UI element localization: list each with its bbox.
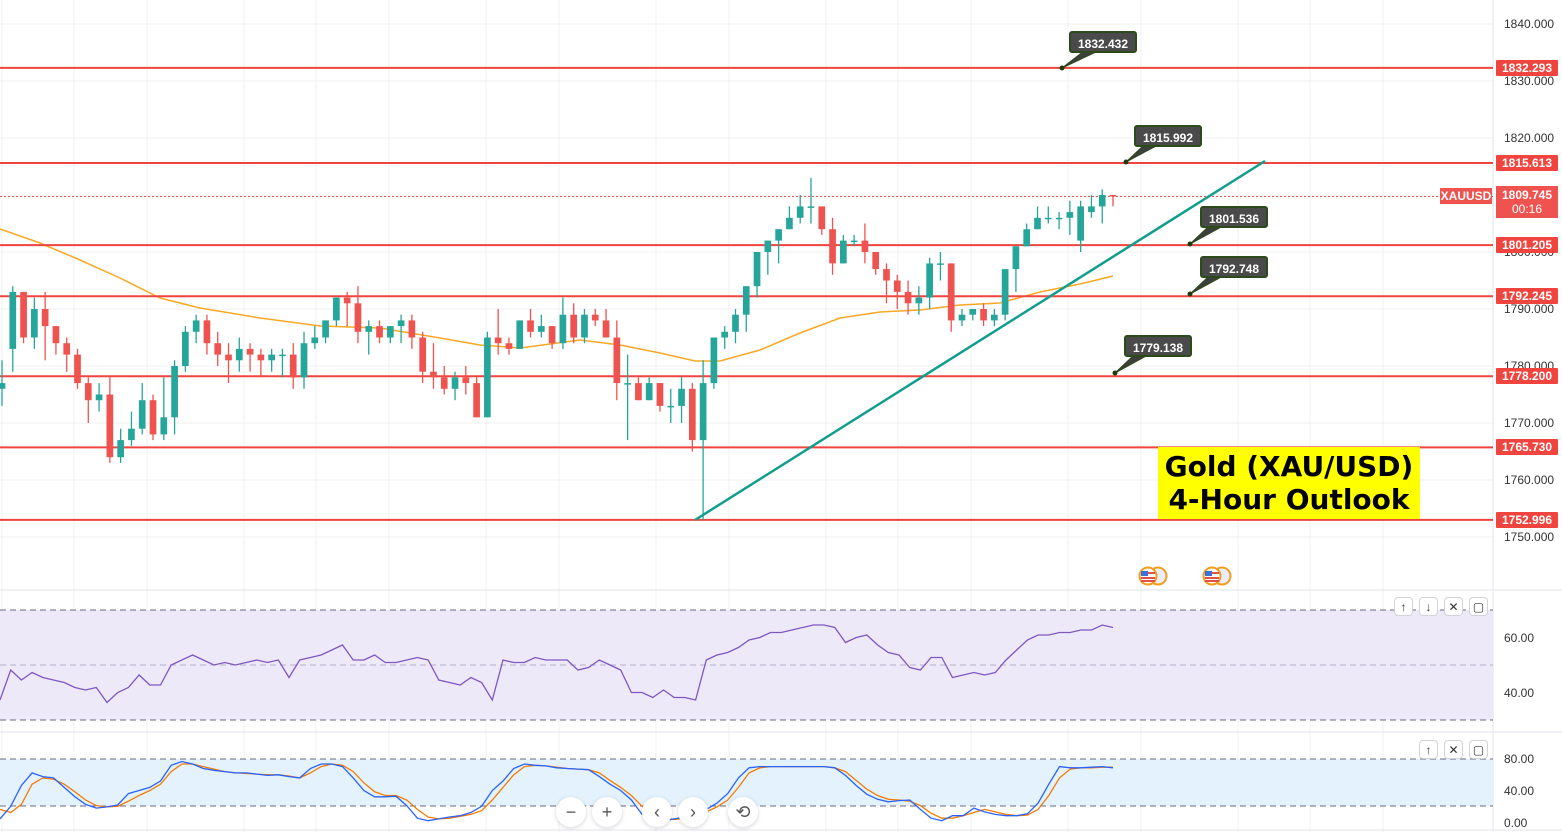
scroll-right-button[interactable]: › [678,797,708,827]
price-axis-tick: 1820.000 [1504,131,1555,145]
bar-countdown: 00:16 [1511,202,1543,216]
title-box: Gold (XAU/USD) 4-Hour Outlook [1158,447,1420,519]
rsi-axis-40: 40.00 [1504,686,1535,700]
zoom-in-button[interactable]: + [592,797,622,827]
level-price-tag: 1765.730 [1496,439,1558,456]
level-price-tag: 1801.205 [1496,237,1558,254]
stoch-axis-40: 40.00 [1504,784,1535,798]
callout-1832[interactable]: 1832.432 [1069,31,1137,53]
callout-1779[interactable]: 1779.138 [1124,335,1192,357]
title-line-1: Gold (XAU/USD) [1164,450,1414,483]
last-price-tag: 1809.745 00:16 [1496,186,1558,218]
price-axis-tick: 1830.000 [1504,74,1555,88]
level-price-tag: 1778.200 [1496,368,1558,385]
rsi-close-button[interactable]: ✕ [1444,597,1463,616]
price-axis-tick: 1760.000 [1504,473,1555,487]
rsi-axis-60: 60.00 [1504,631,1535,645]
stoch-maximize-button[interactable]: ▢ [1469,740,1488,759]
level-price-tag: 1792.245 [1496,288,1558,305]
title-line-2: 4-Hour Outlook [1168,483,1410,516]
zoom-out-button[interactable]: − [556,797,586,827]
scroll-left-button[interactable]: ‹ [642,797,672,827]
stoch-close-button[interactable]: ✕ [1444,740,1463,759]
last-price-value: 1809.745 [1501,188,1553,202]
rsi-move-down-button[interactable]: ↓ [1419,597,1438,616]
stoch-axis-0: 0.00 [1504,816,1528,830]
stoch-move-up-button[interactable]: ↑ [1419,740,1438,759]
us-event-flag-icon[interactable] [1136,566,1170,586]
callout-1801[interactable]: 1801.536 [1200,206,1268,228]
price-axis-tick: 1790.000 [1504,302,1555,316]
price-axis-tick: 1840.000 [1504,17,1555,31]
level-price-tag: 1832.293 [1496,59,1558,76]
price-axis-tick: 1750.000 [1504,530,1555,544]
rsi-maximize-button[interactable]: ▢ [1469,597,1488,616]
symbol-tag: XAUUSD [1440,188,1492,204]
level-price-tag: 1752.996 [1496,511,1558,528]
callout-1792[interactable]: 1792.748 [1200,256,1268,278]
reset-chart-button[interactable]: ⟲ [728,797,758,827]
stoch-axis-80: 80.00 [1504,752,1535,766]
us-event-flag-icon[interactable] [1200,566,1234,586]
price-axis-tick: 1770.000 [1504,416,1555,430]
level-price-tag: 1815.613 [1496,155,1558,171]
rsi-move-up-button[interactable]: ↑ [1394,597,1413,616]
callout-1815[interactable]: 1815.992 [1134,125,1202,147]
